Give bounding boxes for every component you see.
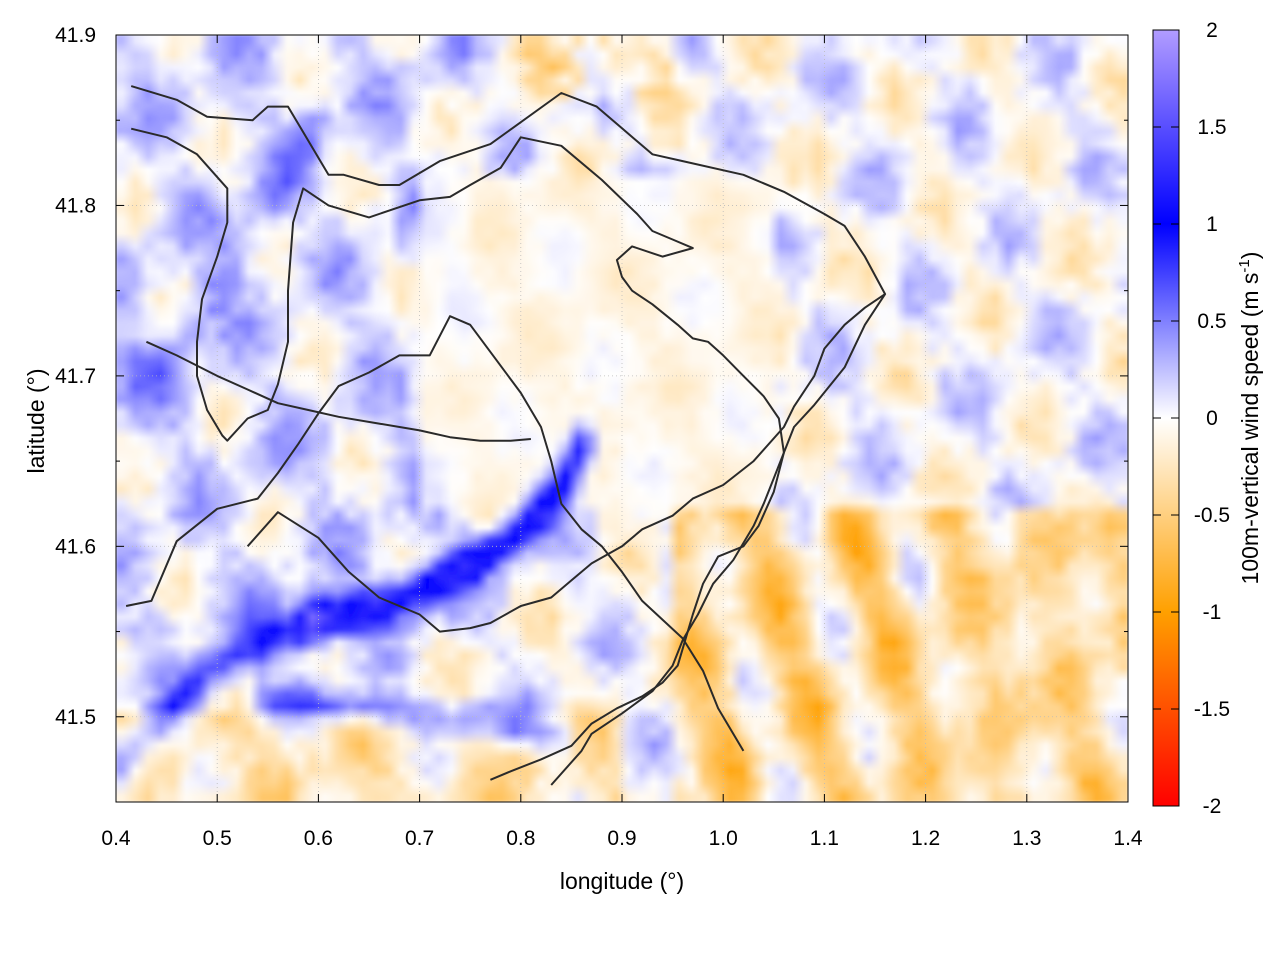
x-tick-label: 0.5 [203, 827, 232, 850]
x-tick-label: 1.3 [1012, 827, 1041, 850]
x-tick-label: 0.8 [506, 827, 535, 850]
x-axis-ticks: 0.4 0.5 0.6 0.7 0.8 0.9 1.0 1.1 1.2 1.3 1.4 [101, 35, 1143, 850]
plot-area: 0.4 0.5 0.6 0.7 0.8 0.9 1.0 1.1 1.2 1.3 1.4 41.541… [55, 24, 1143, 850]
x-tick-label: 0.7 [405, 827, 434, 850]
x-tick-label: 1.4 [1113, 827, 1143, 850]
colorbar-tick-label: 0.5 [1197, 310, 1226, 333]
colorbar-tick-label: 2 [1206, 19, 1218, 42]
colorbar: -2 -1.5 -1 -0.5 0 0.5 1 1.5 2 [1152, 19, 1230, 818]
colorbar-tick-label: -1 [1203, 601, 1222, 624]
y-tick-label: 41.8 [55, 194, 96, 217]
x-tick-label: 0.4 [101, 827, 131, 850]
contour-line [125, 315, 745, 752]
grid [116, 35, 1128, 802]
y-tick-label: 41.6 [55, 535, 96, 558]
contour-line [130, 85, 887, 786]
x-tick-label: 0.6 [304, 827, 333, 850]
x-tick-label: 1.1 [810, 827, 839, 850]
colorbar-tick-label: 1.5 [1197, 116, 1226, 139]
x-tick-label: 1.2 [911, 827, 940, 850]
y-tick-label: 41.9 [55, 24, 96, 47]
colorbar-tick-label: -0.5 [1194, 504, 1230, 527]
x-tick-label: 1.0 [709, 827, 738, 850]
x-tick-label: 0.9 [607, 827, 636, 850]
colorbar-tick-label: -1.5 [1194, 698, 1230, 721]
y-axis-ticks: 41.5 41.6 41.7 41.8 41.9 [55, 24, 1128, 803]
contour-line [130, 127, 785, 781]
contour-line [145, 340, 531, 442]
colorbar-ticks: -2 -1.5 -1 -0.5 0 0.5 1 1.5 2 [1153, 19, 1230, 818]
colorbar-tick-label: 1 [1206, 213, 1218, 236]
colorbar-tick-label: -2 [1203, 795, 1222, 818]
colorbar-label: 100m-vertical wind speed (m s-1) [1236, 252, 1263, 585]
contour-line [246, 293, 886, 633]
colorbar-tick-label: 0 [1206, 407, 1218, 430]
x-axis-label: longitude (°) [560, 868, 684, 894]
y-tick-label: 41.7 [55, 365, 96, 388]
wind-speed-field [116, 35, 1128, 802]
wind-speed-raster [116, 35, 1128, 802]
y-tick-label: 41.5 [55, 706, 96, 729]
terrain-contours [125, 85, 887, 786]
y-axis-label: latitude (°) [23, 368, 49, 473]
